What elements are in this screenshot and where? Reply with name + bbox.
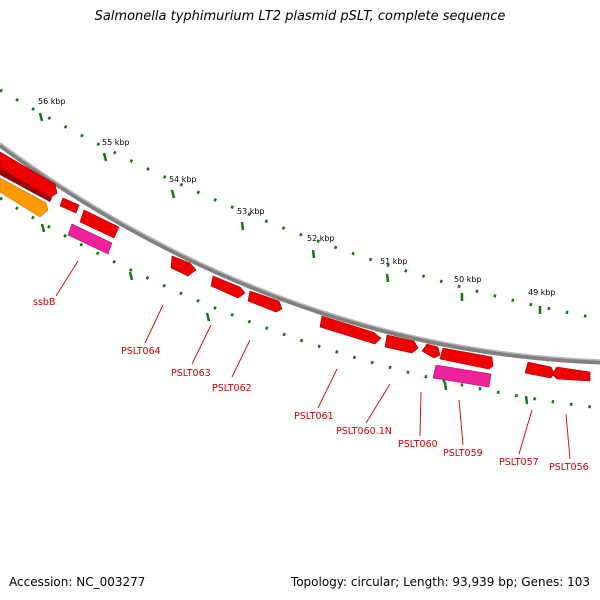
kbp-label: 49 kbp xyxy=(528,288,556,297)
gene-arrow xyxy=(247,290,283,313)
gene-label-pslt056: PSLT056 xyxy=(549,462,589,473)
gene-arrow xyxy=(421,343,441,359)
kbp-label: 53 kbp xyxy=(237,207,265,216)
gene-label-pslt063: PSLT063 xyxy=(171,368,211,379)
gene-arrow xyxy=(432,364,492,388)
gene-arrow xyxy=(170,255,197,277)
gene-arrow xyxy=(210,275,246,299)
gene-arrow xyxy=(439,347,494,370)
gene-arrow xyxy=(59,197,80,214)
gene-arrow xyxy=(0,151,58,199)
gene-label-pslt060: PSLT060 xyxy=(398,439,438,450)
gene-arrow xyxy=(79,209,120,239)
gene-label-pslt057: PSLT057 xyxy=(499,457,539,468)
gene-label-pslt060-1n: PSLT060.1N xyxy=(336,426,392,437)
kbp-label: 51 kbp xyxy=(380,257,408,266)
gene-label-pslt064: PSLT064 xyxy=(121,346,161,357)
kbp-label: 52 kbp xyxy=(307,234,335,243)
gene-arrow xyxy=(67,223,113,255)
kbp-labels: 56 kbp 55 kbp 54 kbp 53 kbp 52 kbp 51 kb… xyxy=(38,97,556,297)
map-title: Salmonella typhimurium LT2 plasmid pSLT,… xyxy=(94,9,506,24)
gene-label-pslt061: PSLT061 xyxy=(294,411,334,422)
gene-arrow xyxy=(524,361,555,379)
accession-text: Accession: NC_003277 xyxy=(9,575,146,589)
gene-arrow xyxy=(0,177,49,218)
gene-arrow xyxy=(319,315,382,345)
gene-label-pslt059: PSLT059 xyxy=(443,448,483,459)
kbp-label: 55 kbp xyxy=(102,138,130,147)
gene-label-ssbB: ssbB xyxy=(33,297,55,308)
inner-major-ticks xyxy=(40,223,529,405)
gene-arrow xyxy=(384,334,419,354)
major-ticks xyxy=(38,112,542,314)
pink-genes xyxy=(67,223,492,388)
gene-arrow xyxy=(0,168,52,202)
topology-summary: Topology: circular; Length: 93,939 bp; G… xyxy=(290,575,590,589)
plasmid-backbone xyxy=(0,142,600,365)
label-leaders xyxy=(55,260,571,460)
kbp-label: 54 kbp xyxy=(169,175,197,184)
gene-arrow xyxy=(551,366,591,382)
kbp-label: 56 kbp xyxy=(38,97,66,106)
gene-label-pslt062: PSLT062 xyxy=(212,383,252,394)
backbone-highlight xyxy=(0,142,600,361)
gene-labels: ssbB PSLT064 PSLT063 PSLT062 PSLT061 PSL… xyxy=(33,297,589,473)
forward-genes xyxy=(0,151,591,382)
kbp-label: 50 kbp xyxy=(454,275,482,284)
outer-scale-ring xyxy=(0,88,596,320)
